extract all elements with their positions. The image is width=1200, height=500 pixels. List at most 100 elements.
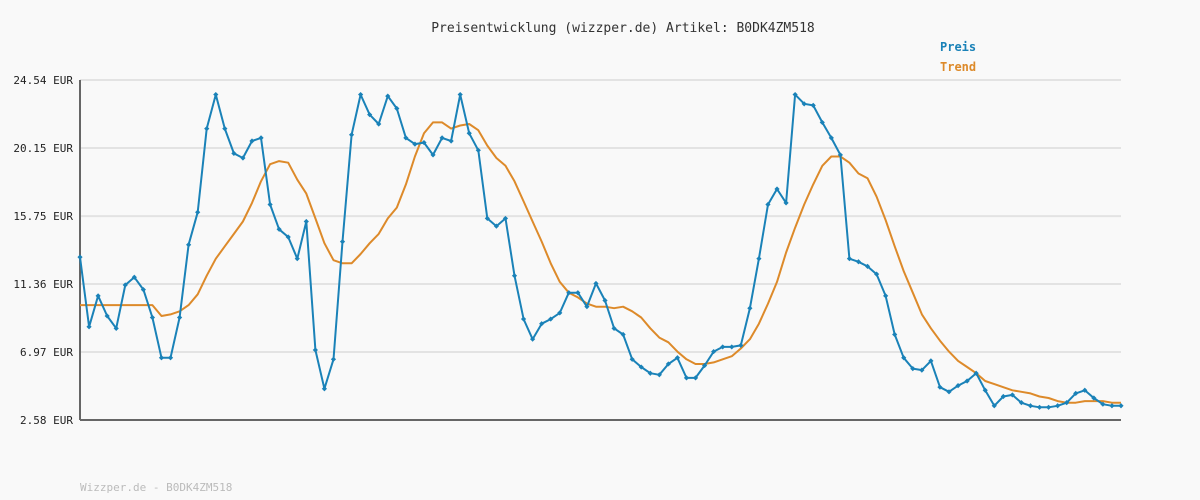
preis-point [1073, 390, 1079, 396]
preis-point [611, 325, 617, 331]
preis-point [566, 290, 572, 296]
preis-point [358, 91, 364, 98]
preis-point [720, 344, 726, 350]
preis-point [1045, 404, 1052, 410]
y-tick-label: 6.97 EUR [20, 346, 73, 359]
preis-point [158, 355, 165, 361]
preis-point [204, 126, 210, 132]
preis-point [901, 355, 907, 361]
preis-point [928, 358, 934, 364]
preis-point [937, 384, 943, 390]
preis-point [756, 256, 762, 262]
preis-point [864, 263, 871, 270]
footer-text: Wizzper.de - B0DK4ZM518 [80, 481, 232, 494]
preis-line [79, 93, 1121, 409]
preis-point [910, 365, 916, 372]
legend-trend: Trend [940, 60, 976, 74]
preis-point [801, 101, 807, 107]
preis-point [711, 348, 717, 355]
preis-point [1055, 403, 1061, 409]
preis-point [394, 105, 400, 112]
preis-point [285, 234, 291, 240]
preis-point [502, 215, 509, 222]
preis-point [294, 256, 300, 262]
preis-point [195, 209, 201, 215]
preis-point [167, 355, 174, 361]
preis-point [412, 141, 418, 147]
preis-point [955, 383, 961, 389]
gridlines [80, 79, 1121, 354]
preis-point [1064, 400, 1070, 406]
preis-point [1082, 387, 1088, 393]
preis-point [783, 200, 789, 206]
preis-point [729, 344, 735, 350]
preis-point [330, 356, 337, 362]
preis-point [457, 91, 463, 98]
y-tick-label: 2.58 EUR [20, 414, 73, 427]
preis-point [348, 132, 355, 138]
y-axis-ticks: 24.54 EUR 20.15 EUR 15.75 EUR 11.36 EUR 6.97… [13, 74, 73, 427]
preis-point [1118, 403, 1124, 409]
preis-point [439, 135, 445, 141]
preis-point [312, 347, 318, 353]
preis-point [602, 297, 608, 304]
preis-point [982, 387, 988, 393]
chart-title: Preisentwicklung (wizzper.de) Artikel: B… [431, 21, 815, 36]
preis-point [1000, 393, 1006, 400]
preis-point [539, 321, 545, 327]
preis-point [104, 313, 110, 319]
preis-point [873, 271, 880, 277]
preis-point [738, 342, 744, 348]
preis-point [1036, 404, 1043, 410]
preis-point [819, 119, 825, 126]
preis-point [892, 331, 898, 338]
preis-point [964, 378, 970, 384]
preis-point [267, 201, 273, 208]
preis-point [249, 138, 255, 144]
preis-point [530, 336, 536, 342]
preis-point [240, 155, 246, 161]
preis-point [276, 226, 282, 232]
preis-point [810, 102, 816, 108]
preis-point [95, 293, 101, 299]
preis-point [548, 316, 554, 322]
trend-series [80, 121, 1121, 404]
preis-point [620, 331, 626, 338]
preis-point [575, 290, 581, 296]
preis-point [674, 355, 681, 361]
preis-point [557, 310, 563, 316]
y-tick-label: 24.54 EUR [13, 74, 73, 87]
preis-point [883, 293, 889, 299]
preis-point [765, 201, 771, 208]
preis-point [747, 305, 753, 311]
preis-point [520, 316, 527, 322]
preis-point [656, 372, 662, 378]
preis-series [77, 91, 1124, 410]
preis-point [973, 370, 979, 376]
preis-point [140, 287, 146, 293]
preis-point [638, 364, 644, 370]
preis-point [846, 256, 853, 262]
preis-point [321, 386, 328, 392]
preis-point [511, 273, 518, 279]
preis-point [122, 282, 128, 288]
preis-point [131, 274, 137, 280]
preis-point [258, 135, 264, 141]
preis-point [77, 254, 83, 260]
preis-point [303, 218, 309, 225]
preis-point [828, 135, 834, 141]
preis-point [792, 91, 798, 98]
preis-point [113, 325, 119, 331]
preis-point [421, 139, 427, 146]
preis-point [484, 215, 490, 222]
preis-point [376, 121, 382, 127]
y-tick-label: 15.75 EUR [13, 210, 73, 223]
y-tick-label: 20.15 EUR [13, 142, 73, 155]
preis-point [466, 130, 472, 136]
preis-point [692, 375, 699, 381]
preis-point [475, 147, 481, 153]
preis-point [385, 93, 391, 99]
preis-point [339, 239, 346, 245]
preis-point [176, 314, 183, 321]
